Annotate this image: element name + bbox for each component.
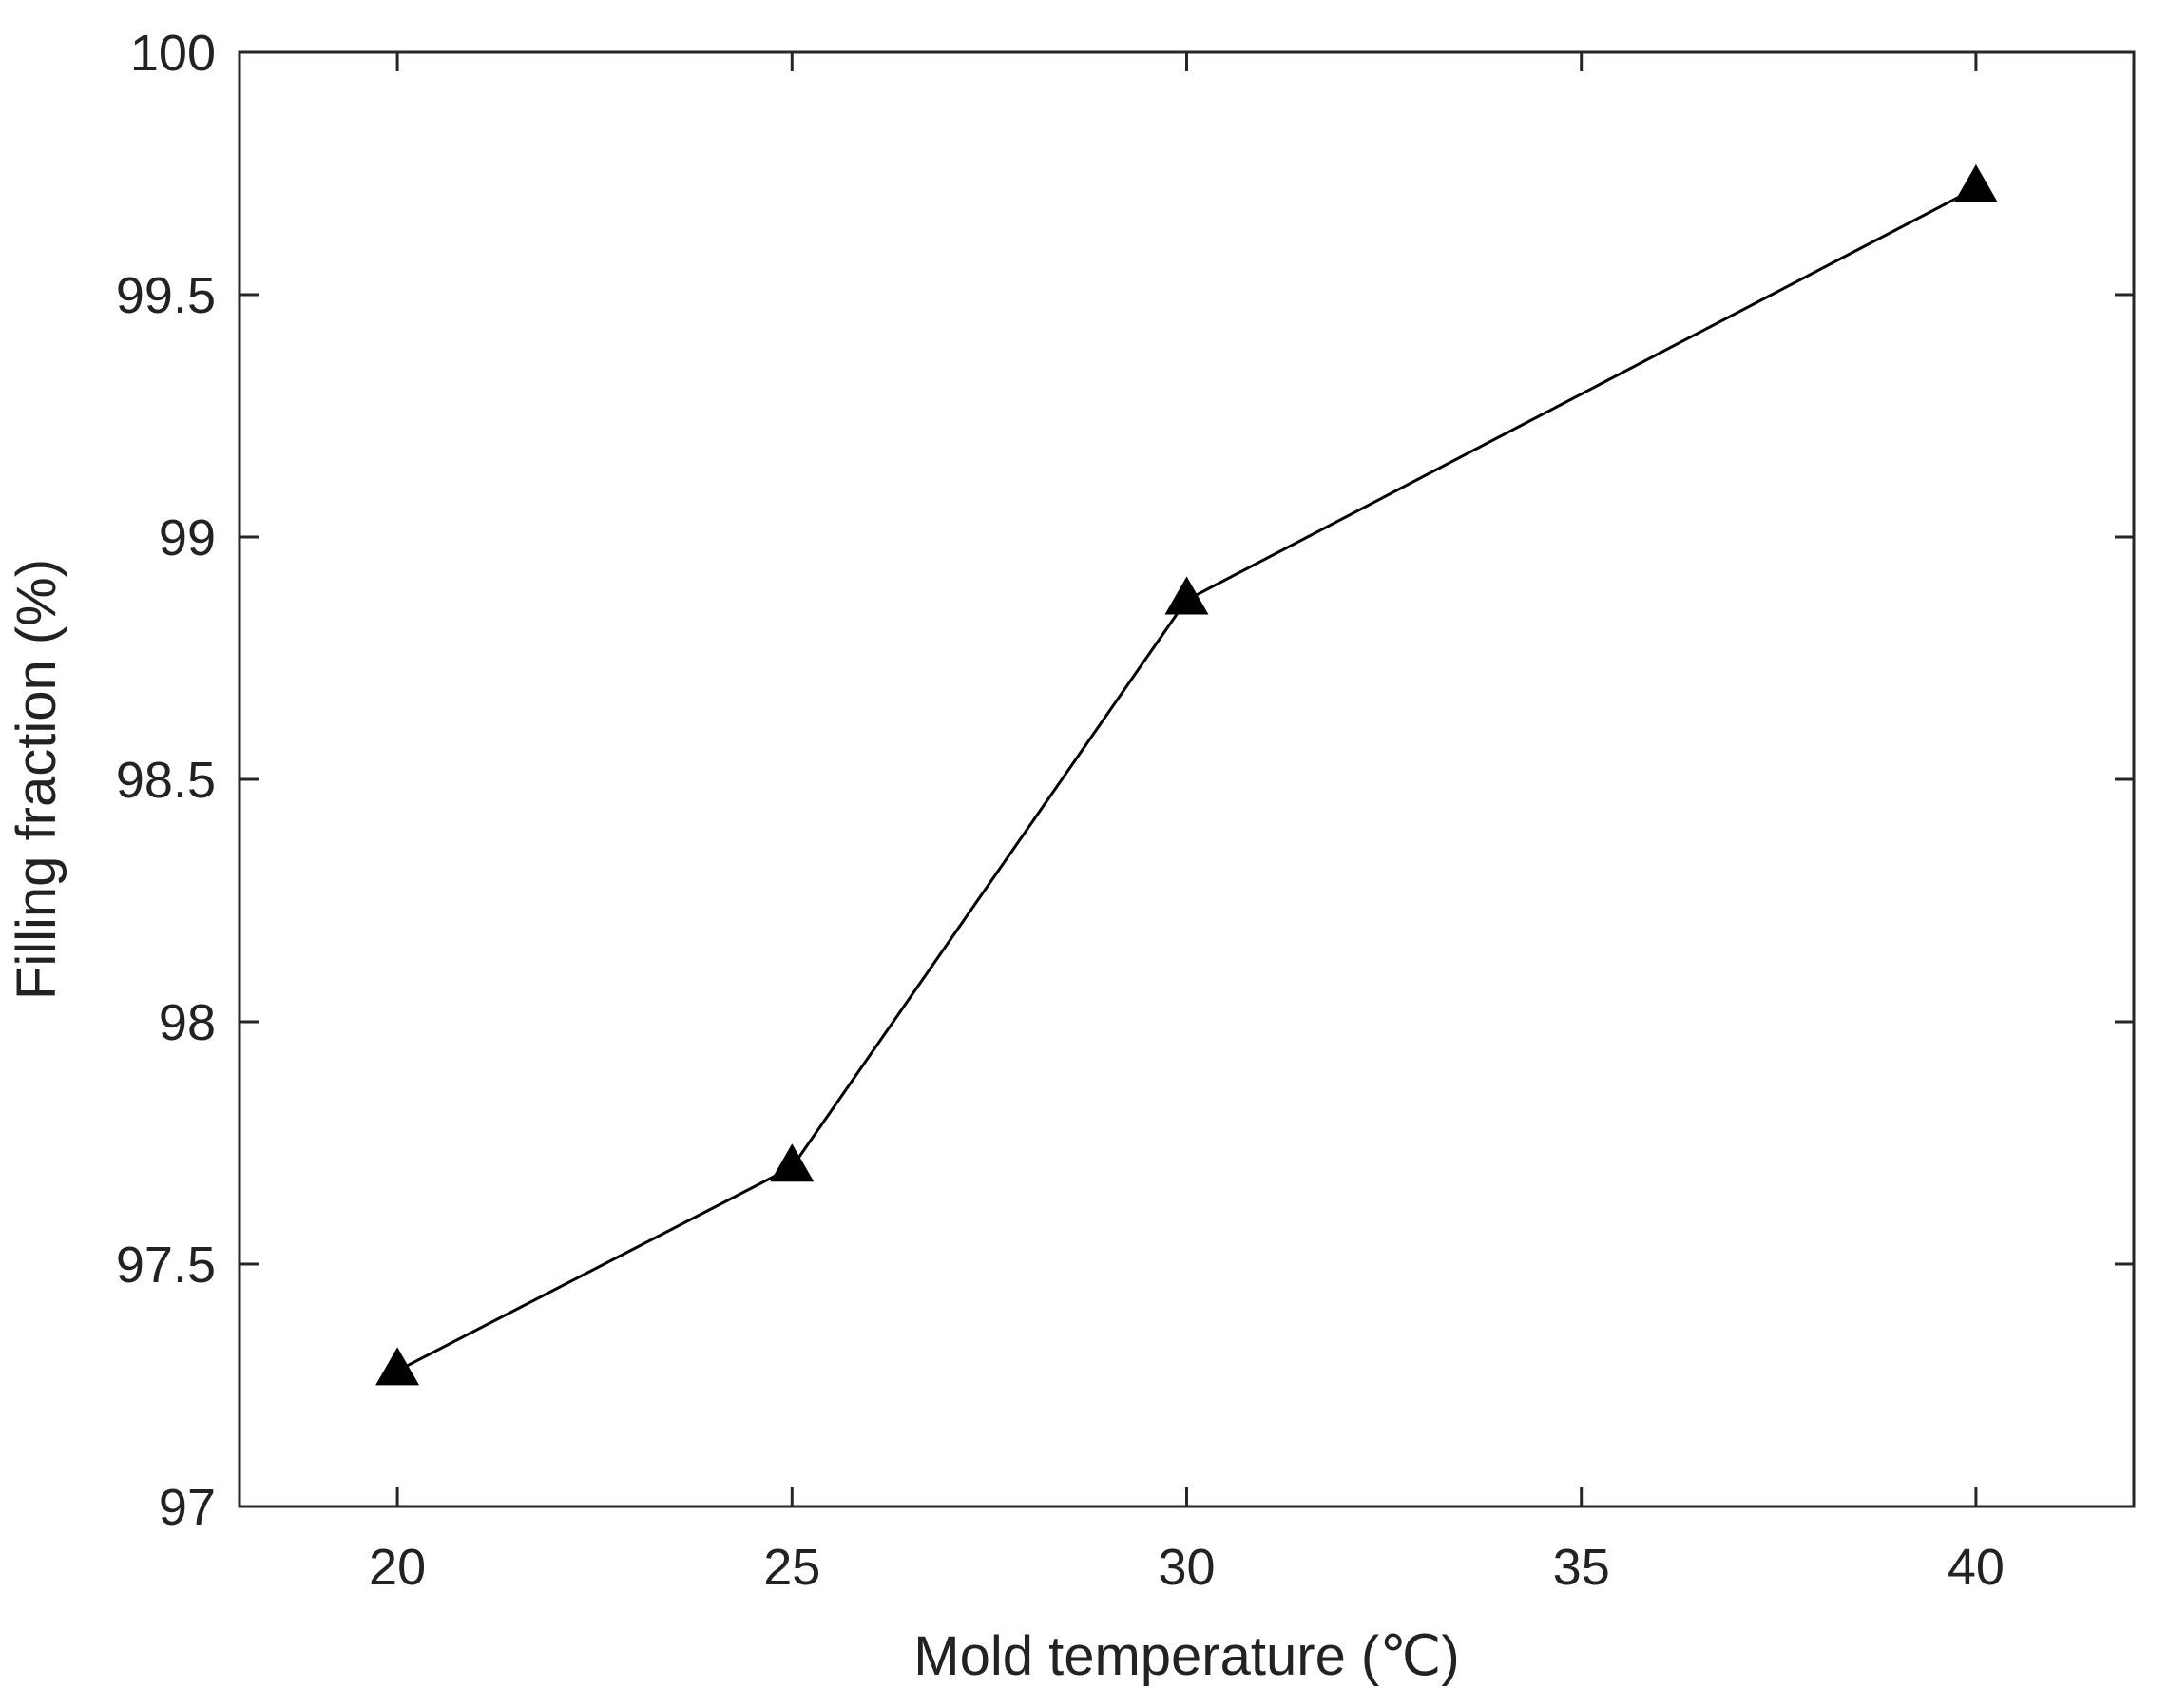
y-tick-label: 99.5 xyxy=(116,267,216,324)
x-tick-label: 35 xyxy=(1553,1539,1610,1596)
y-tick-label: 98 xyxy=(159,994,216,1051)
data-point-triangle xyxy=(770,1143,815,1182)
y-tick-label: 97 xyxy=(159,1479,216,1536)
x-tick-label: 40 xyxy=(1948,1539,2005,1596)
y-tick-label: 100 xyxy=(130,25,216,82)
data-point-triangle xyxy=(1164,576,1209,615)
x-tick-label: 20 xyxy=(369,1539,426,1596)
data-point-triangle xyxy=(375,1347,420,1386)
data-point-triangle xyxy=(1953,164,1998,202)
y-tick-label: 98.5 xyxy=(116,752,216,809)
y-tick-label: 99 xyxy=(159,509,216,566)
y-axis-label: Filling fraction (%) xyxy=(6,559,67,1000)
y-tick-label: 97.5 xyxy=(116,1237,216,1294)
series-line xyxy=(396,186,1977,1372)
x-axis-label: Mold temperature (℃) xyxy=(913,1625,1459,1687)
x-tick-label: 30 xyxy=(1158,1539,1215,1596)
tick-labels: 20 25 30 35 40 97 97.5 98 98.5 99 99.5 100 xyxy=(116,25,2005,1596)
data-series xyxy=(375,164,1998,1386)
plot-area-frame xyxy=(238,50,2136,1508)
x-tick-label: 25 xyxy=(763,1539,820,1596)
